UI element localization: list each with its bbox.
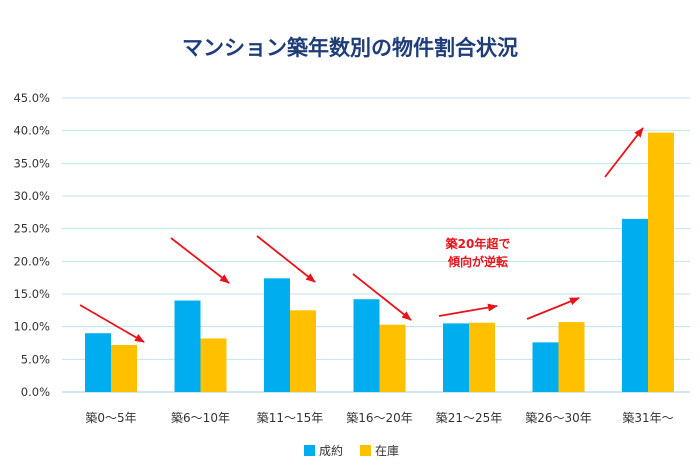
bar-seiyaku <box>174 300 201 392</box>
bar-zaiko <box>290 310 316 392</box>
x-category-label: 築16～20年 <box>346 410 413 425</box>
bar-zaiko <box>558 322 585 392</box>
trend-arrow <box>352 273 412 321</box>
y-tick-label: 5.0% <box>21 352 50 366</box>
trend-arrow <box>604 127 644 178</box>
legend-swatch-seiyaku <box>304 445 315 456</box>
trend-arrows <box>79 127 644 343</box>
bar-seiyaku <box>622 218 648 392</box>
bar-zaiko <box>200 338 227 392</box>
trend-arrow <box>526 297 580 320</box>
bar-zaiko <box>379 324 406 392</box>
bars <box>85 132 674 393</box>
trend-arrow <box>256 235 316 283</box>
trend-arrow <box>170 237 230 284</box>
y-tick-label: 35.0% <box>13 156 50 170</box>
y-tick-label: 0.0% <box>21 385 50 399</box>
legend: 成約 在庫 <box>304 443 399 458</box>
x-category-label: 築31年～ <box>622 410 673 425</box>
x-category-label: 築0～5年 <box>85 410 136 425</box>
bar-zaiko <box>111 344 137 392</box>
annotation-line-2: 傾向が逆転 <box>447 254 508 269</box>
bar-seiyaku <box>443 323 469 392</box>
y-tick-label: 10.0% <box>13 320 50 334</box>
x-category-label: 築11～15年 <box>257 410 324 425</box>
y-tick-label: 40.0% <box>13 124 50 138</box>
y-tick-label: 15.0% <box>13 287 50 301</box>
legend-swatch-zaiko <box>360 445 371 456</box>
y-tick-label: 25.0% <box>13 222 50 236</box>
bar-seiyaku <box>532 342 559 392</box>
bar-seiyaku <box>353 299 380 392</box>
legend-label-zaiko: 在庫 <box>375 444 399 458</box>
chart-title: マンション築年数別の物件割合状況 <box>182 36 518 60</box>
x-axis-categories: 築0～5年 築6～10年 築11～15年 築16～20年 築21～25年 築26～30年 築… <box>85 410 673 425</box>
trend-arrow <box>79 304 145 343</box>
annotation: 築20年超で 傾向が逆転 <box>445 236 511 269</box>
bar-zaiko <box>469 322 495 392</box>
bar-seiyaku <box>264 278 290 392</box>
legend-label-seiyaku: 成約 <box>319 443 343 458</box>
trend-arrow <box>438 303 498 317</box>
gridlines <box>62 97 690 393</box>
annotation-line-1: 築20年超で <box>445 236 511 251</box>
x-category-label: 築26～30年 <box>525 410 592 425</box>
x-category-label: 築6～10年 <box>171 410 230 425</box>
y-axis-ticks: 0.0% 5.0% 10.0% 15.0% 20.0% 25.0% 30.0% 35.0% 40… <box>13 91 50 399</box>
y-tick-label: 20.0% <box>13 254 50 268</box>
y-tick-label: 45.0% <box>13 91 50 105</box>
bar-seiyaku <box>85 333 111 392</box>
x-category-label: 築21～25年 <box>436 410 503 425</box>
y-tick-label: 30.0% <box>13 189 50 203</box>
bar-zaiko <box>648 132 674 393</box>
